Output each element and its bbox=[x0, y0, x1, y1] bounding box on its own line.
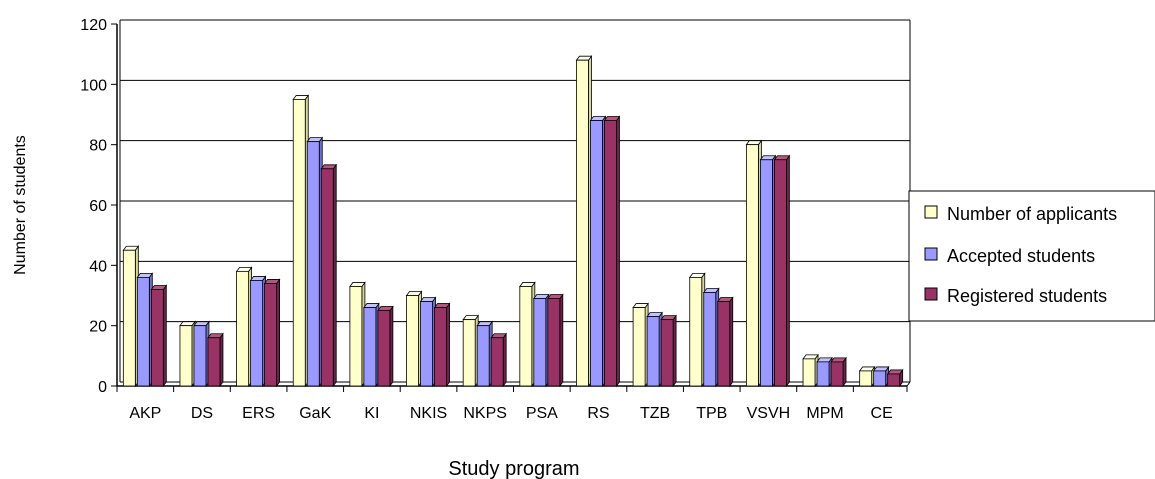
x-tick-label: RS bbox=[587, 405, 609, 422]
bar-VSVH-0 bbox=[745, 139, 763, 388]
y-tick-label: 60 bbox=[89, 198, 107, 215]
bar-PSA-0 bbox=[519, 281, 536, 388]
x-tick-label: DS bbox=[191, 405, 213, 422]
bar-NKIS-2 bbox=[433, 302, 451, 388]
bar-NKPS-2 bbox=[490, 332, 507, 388]
x-tick-label: AKP bbox=[129, 405, 161, 422]
bar-PSA-1 bbox=[533, 293, 550, 388]
x-axis-title: Study program bbox=[448, 458, 579, 479]
bar-CE-1 bbox=[872, 365, 890, 388]
bar-ERS-1 bbox=[249, 275, 267, 388]
bar-AKP-2 bbox=[150, 284, 168, 388]
y-tick-label: 0 bbox=[98, 379, 107, 396]
legend-swatch-accepted bbox=[924, 247, 938, 261]
bar-VSVH-1 bbox=[759, 154, 777, 388]
legend-label-applicants: Number of applicants bbox=[947, 204, 1117, 224]
bar-MPM-1 bbox=[816, 356, 833, 388]
bar-NKIS-1 bbox=[419, 296, 437, 388]
y-tick-label: 20 bbox=[89, 319, 107, 336]
legend-swatch-registered bbox=[924, 287, 938, 301]
x-tick-label: VSVH bbox=[747, 405, 791, 422]
bar-TPB-0 bbox=[688, 272, 706, 388]
x-tick-label: TZB bbox=[640, 405, 670, 422]
x-tick-label: NKPS bbox=[463, 405, 507, 422]
x-tick-label: NKIS bbox=[410, 405, 447, 422]
legend-box bbox=[908, 190, 1155, 322]
bar-TPB-1 bbox=[702, 287, 720, 388]
bar-DS-2 bbox=[207, 332, 224, 388]
bar-GaK-1 bbox=[306, 136, 324, 388]
bar-ERS-0 bbox=[235, 266, 253, 388]
bar-DS-1 bbox=[193, 320, 210, 388]
bar-GaK-2 bbox=[320, 163, 338, 388]
bars bbox=[122, 55, 904, 388]
bar-NKPS-0 bbox=[462, 314, 479, 388]
x-tick-label: KI bbox=[364, 405, 379, 422]
y-tick-label: 120 bbox=[80, 17, 107, 34]
y-tick-label: 80 bbox=[89, 138, 107, 155]
y-tick-label: 40 bbox=[89, 258, 107, 275]
axes bbox=[111, 20, 911, 392]
legend-label-registered: Registered students bbox=[947, 286, 1107, 306]
bar-KI-1 bbox=[363, 302, 380, 388]
x-tick-label: PSA bbox=[526, 405, 558, 422]
bar-MPM-2 bbox=[830, 356, 847, 388]
bar-RS-2 bbox=[603, 115, 621, 388]
floor-edge bbox=[906, 381, 911, 387]
bar-CE-2 bbox=[886, 368, 904, 388]
bar-AKP-1 bbox=[136, 272, 154, 388]
x-tick-label: CE bbox=[871, 405, 893, 422]
x-tick-label: MPM bbox=[806, 405, 843, 422]
x-tick-label: GaK bbox=[299, 405, 331, 422]
bar-KI-0 bbox=[349, 281, 366, 388]
bar-NKIS-0 bbox=[405, 290, 423, 388]
bar-VSVH-2 bbox=[773, 154, 791, 388]
bar-TZB-1 bbox=[646, 311, 663, 388]
bar-TZB-2 bbox=[660, 314, 677, 388]
x-tick-label: ERS bbox=[242, 405, 275, 422]
y-axis-title: Number of students bbox=[12, 135, 29, 275]
bar-GaK-0 bbox=[292, 94, 310, 388]
bar-TPB-2 bbox=[716, 296, 734, 388]
bar-KI-2 bbox=[377, 305, 394, 388]
bar-MPM-0 bbox=[802, 353, 819, 388]
legend-swatch-applicants bbox=[924, 205, 938, 219]
bar-AKP-0 bbox=[122, 245, 140, 388]
y-tick-label: 100 bbox=[80, 77, 107, 94]
x-tick-label: TPB bbox=[696, 405, 727, 422]
bar-ERS-2 bbox=[263, 278, 281, 388]
bar-TZB-0 bbox=[632, 302, 649, 388]
bar-PSA-2 bbox=[547, 293, 564, 388]
y-tick-labels: 0 20 40 60 80 100 120 bbox=[80, 17, 107, 396]
bar-NKPS-1 bbox=[476, 320, 493, 388]
legend-label-accepted: Accepted students bbox=[947, 246, 1095, 266]
x-tick-labels: AKP DS ERS GaK KI NKIS NKPS PSA RS TZB TPB VSVH MPM C… bbox=[129, 405, 892, 422]
bar-RS-1 bbox=[589, 115, 607, 388]
bar-DS-0 bbox=[179, 320, 196, 388]
bar-RS-0 bbox=[575, 55, 593, 388]
legend: Number of applicants Accepted students R… bbox=[908, 190, 1155, 322]
bar-CE-0 bbox=[858, 365, 876, 388]
